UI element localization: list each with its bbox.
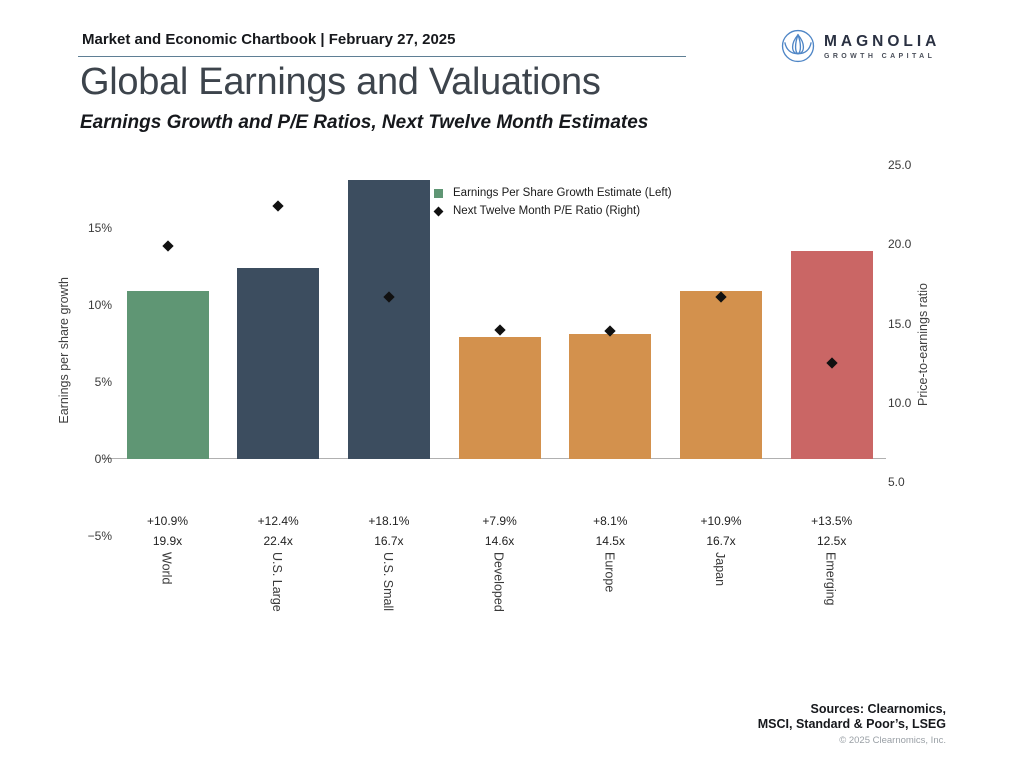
pe-label-U.S. Large: 22.4x: [263, 534, 293, 548]
left-axis-tick-15%: 15%: [87, 221, 112, 235]
pe-label-Emerging: 12.5x: [817, 534, 847, 548]
category-label-U.S. Large: U.S. Large: [270, 552, 285, 612]
bar-Europe: [569, 334, 652, 459]
header-divider: [78, 56, 686, 57]
category-label-Europe: Europe: [602, 552, 617, 593]
sources-line-1: Sources: Clearnomics,: [810, 702, 946, 716]
bar-U.S. Large: [237, 268, 320, 459]
eps-label-Emerging: +13.5%: [811, 514, 853, 528]
category-label-Japan: Japan: [713, 552, 727, 587]
category-label-Emerging: Emerging: [823, 552, 838, 606]
right-axis-tick-25.0: 25.0: [888, 158, 912, 172]
chartbook-header: Market and Economic Chartbook | February…: [82, 31, 456, 48]
legend-label: Next Twelve Month P/E Ratio (Right): [453, 205, 641, 217]
eps-label-World: +10.9%: [146, 514, 189, 528]
logo-name: MAGNOLIA: [824, 32, 941, 50]
magnolia-flower-icon: [781, 29, 815, 63]
category-label-World: World: [159, 552, 174, 585]
pe-label-Europe: 14.5x: [595, 534, 625, 548]
bar-Developed: [458, 337, 541, 459]
eps-label-Europe: +8.1%: [593, 514, 628, 528]
bar-swatch-icon: [434, 188, 443, 198]
footer: Sources: Clearnomics, MSCI, Standard & P…: [758, 702, 946, 746]
left-axis-tick-−5%: −5%: [87, 529, 112, 543]
bar-Emerging: [790, 251, 873, 459]
logo: MAGNOLIA GROWTH CAPITAL: [780, 28, 940, 64]
bar-World: [126, 291, 209, 459]
pe-marker-U.S. Large: [272, 200, 284, 212]
chart-legend: Earnings Per Share Growth Estimate (Left…: [432, 186, 672, 222]
diamond-marker-icon: [433, 206, 444, 216]
page-subtitle: Earnings Growth and P/E Ratios, Next Twe…: [80, 112, 649, 133]
legend-row: Earnings Per Share Growth Estimate (Left…: [432, 186, 672, 200]
eps-label-Developed: +7.9%: [482, 514, 517, 528]
pe-label-Developed: 14.6x: [484, 534, 515, 548]
right-axis-tick-15.0: 15.0: [888, 316, 912, 331]
right-axis-title: Price-to-earnings ratio: [916, 283, 930, 406]
right-axis-tick-10.0: 10.0: [888, 395, 912, 410]
copyright: © 2025 Clearnomics, Inc.: [839, 735, 946, 746]
pe-marker-World: [161, 240, 174, 252]
left-axis-tick-5%: 5%: [94, 375, 112, 389]
eps-label-Japan: +10.9%: [700, 514, 742, 528]
page-title: Global Earnings and Valuations: [80, 61, 601, 103]
pe-label-U.S. Small: 16.7x: [374, 534, 404, 548]
left-axis-tick-10%: 10%: [87, 298, 112, 312]
logo-text: MAGNOLIA GROWTH CAPITAL: [824, 33, 940, 60]
right-axis-tick-5.0: 5.0: [888, 475, 905, 489]
bar-Japan: [680, 291, 762, 459]
left-axis-tick-0%: 0%: [94, 452, 112, 466]
pe-label-World: 19.9x: [152, 534, 183, 548]
right-axis-tick-20.0: 20.0: [888, 237, 912, 252]
pe-label-Japan: 16.7x: [706, 534, 736, 548]
sources-line-2: MSCI, Standard & Poor’s, LSEG: [757, 717, 946, 731]
pe-marker-Developed: [493, 324, 506, 336]
category-label-U.S. Small: U.S. Small: [380, 552, 395, 612]
eps-label-U.S. Small: +18.1%: [368, 514, 410, 528]
logo-tagline: GROWTH CAPITAL: [824, 52, 936, 60]
category-label-Developed: Developed: [491, 552, 506, 612]
bar-U.S. Small: [347, 180, 430, 459]
legend-label: Earnings Per Share Growth Estimate (Left…: [453, 187, 672, 199]
eps-label-U.S. Large: +12.4%: [257, 514, 299, 528]
legend-row: Next Twelve Month P/E Ratio (Right): [432, 204, 672, 218]
